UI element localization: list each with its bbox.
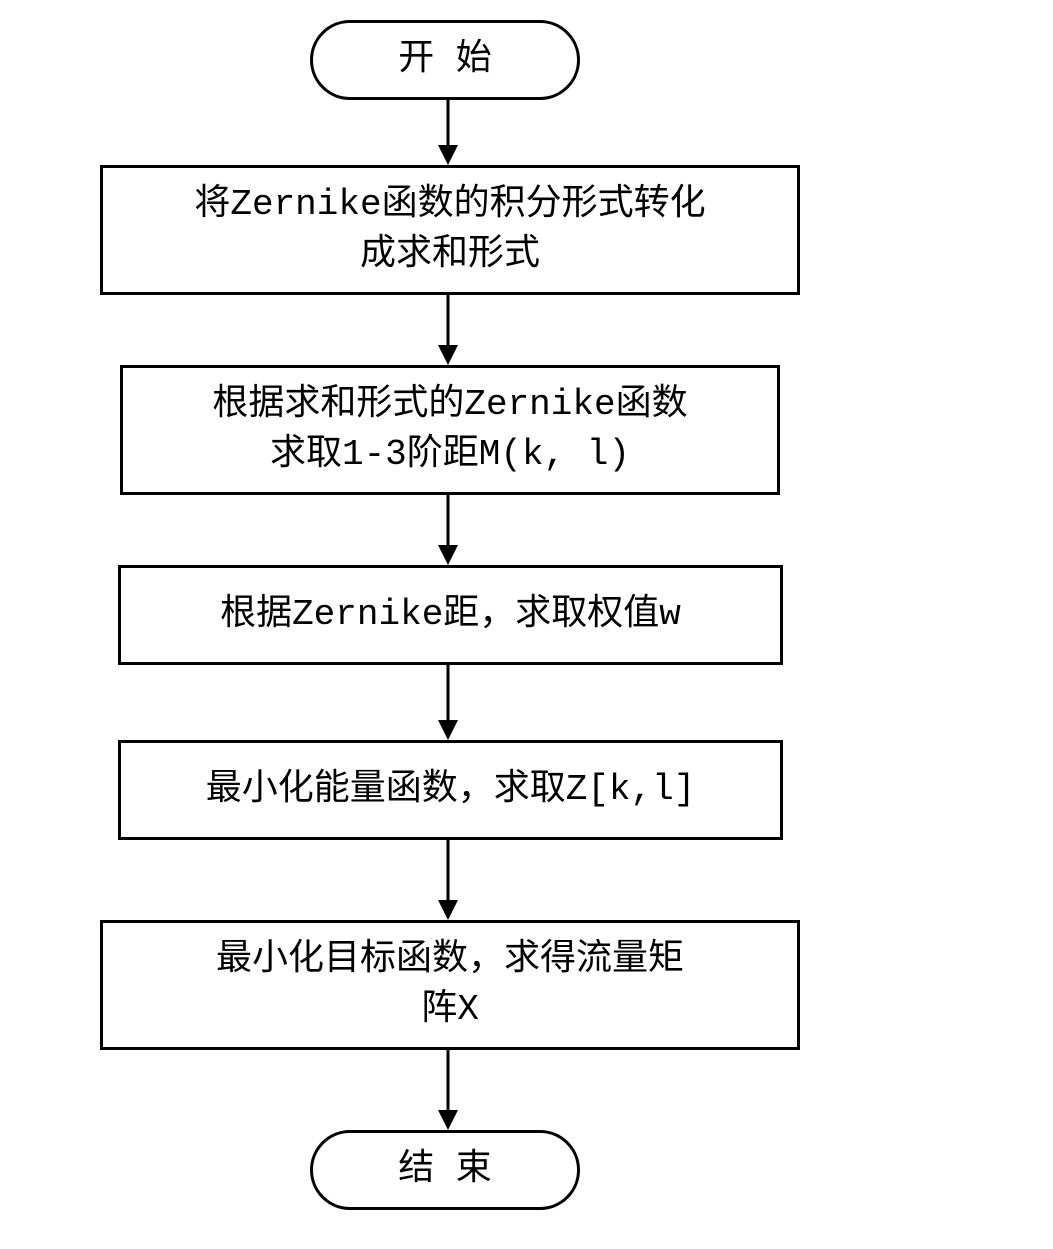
node-step2-label: 根据求和形式的Zernike函数 求取1-3阶距M(k, l) (212, 380, 687, 481)
node-step2: 根据求和形式的Zernike函数 求取1-3阶距M(k, l) (120, 365, 780, 495)
flowchart-canvas: 开 始 将Zernike函数的积分形式转化 成求和形式 根据求和形式的Zerni… (0, 0, 1053, 1249)
node-step3-label: 根据Zernike距，求取权值w (220, 590, 681, 640)
node-step1-label: 将Zernike函数的积分形式转化 成求和形式 (194, 180, 705, 281)
node-step1: 将Zernike函数的积分形式转化 成求和形式 (100, 165, 800, 295)
node-start: 开 始 (310, 20, 580, 100)
node-step4-label: 最小化能量函数，求取Z[k,l] (206, 765, 696, 815)
node-step5: 最小化目标函数，求得流量矩 阵X (100, 920, 800, 1050)
node-end-label: 结 束 (398, 1145, 492, 1195)
node-start-label: 开 始 (398, 35, 492, 85)
node-end: 结 束 (310, 1130, 580, 1210)
node-step5-label: 最小化目标函数，求得流量矩 阵X (216, 935, 684, 1036)
node-step4: 最小化能量函数，求取Z[k,l] (118, 740, 783, 840)
node-step3: 根据Zernike距，求取权值w (118, 565, 783, 665)
